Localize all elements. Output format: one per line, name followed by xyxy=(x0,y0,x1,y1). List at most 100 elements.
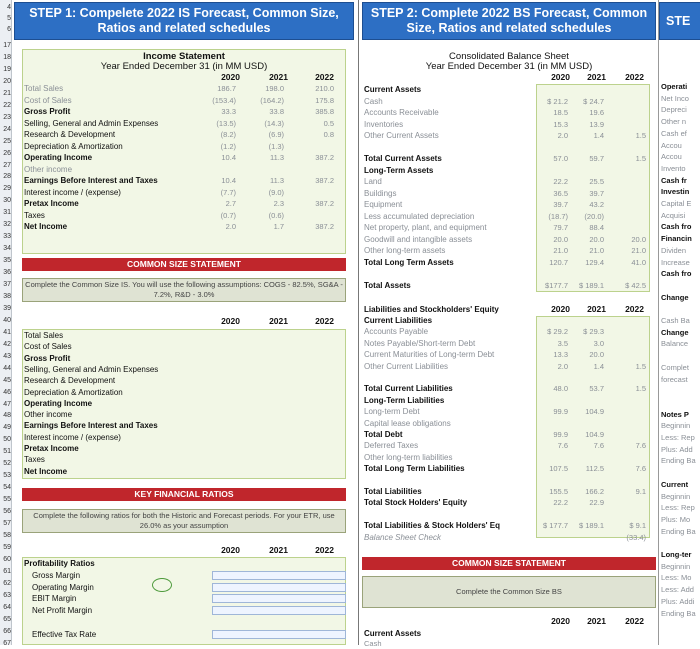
liab-value-2020[interactable]: 22.2 xyxy=(553,498,568,508)
liab-value-2020[interactable]: 99.9 xyxy=(553,407,568,417)
liab-value-2021[interactable]: 7.6 xyxy=(593,441,604,451)
bs-value-2020[interactable]: 21.0 xyxy=(553,246,568,255)
ratio-input-cell[interactable] xyxy=(212,594,346,604)
bs-value-2021[interactable]: 19.6 xyxy=(589,108,604,117)
is-value-2020[interactable]: (153.4) xyxy=(212,95,236,105)
liab-value-2022[interactable]: 1.5 xyxy=(635,384,646,394)
liab-value-2021[interactable]: 112.5 xyxy=(585,464,604,474)
is-value-2022[interactable]: 210.0 xyxy=(315,84,334,93)
is-value-2022[interactable]: 385.8 xyxy=(315,107,334,116)
bs-value-2021[interactable]: 21.0 xyxy=(589,246,604,255)
is-value-2022[interactable]: 387.2 xyxy=(315,153,334,162)
is-value-2020[interactable]: 2.7 xyxy=(225,199,236,208)
liab-value-2020[interactable]: 2.0 xyxy=(557,361,568,371)
is-value-2020[interactable]: 10.4 xyxy=(221,153,236,162)
is-value-2022[interactable]: 387.2 xyxy=(315,176,334,185)
liab-value-2022[interactable]: 1.5 xyxy=(635,361,646,371)
bs-value-2020[interactable]: (18.7) xyxy=(548,211,568,221)
bs-value-2022[interactable]: 21.0 xyxy=(631,246,646,255)
bs-value-2021[interactable]: $ 24.7 xyxy=(583,96,604,106)
liab-value-2021[interactable]: 3.0 xyxy=(593,338,604,348)
is-value-2021[interactable]: (14.3) xyxy=(264,118,284,128)
ratio-input-cell[interactable] xyxy=(212,629,346,639)
liab-value-2020[interactable]: 107.5 xyxy=(549,464,568,474)
is-value-2020[interactable]: (8.2) xyxy=(220,130,236,139)
is-value-2021[interactable]: (9.0) xyxy=(268,187,284,197)
is-value-2021[interactable]: 2.3 xyxy=(273,199,284,208)
bs-value-2020[interactable]: 120.7 xyxy=(549,257,568,267)
liab-value-2020[interactable]: $ 29.2 xyxy=(547,327,568,337)
bs-value-2022[interactable]: 41.0 xyxy=(631,257,646,267)
liab-value-2020[interactable]: 7.6 xyxy=(557,441,568,451)
liab-value-2021[interactable]: 20.0 xyxy=(589,350,604,360)
is-value-2021[interactable]: 33.8 xyxy=(269,107,284,116)
bs-value-2020[interactable]: 36.5 xyxy=(553,188,568,198)
bs-value-2021[interactable]: 20.0 xyxy=(589,234,604,244)
liab-value-2020[interactable]: 48.0 xyxy=(553,384,568,394)
is-value-2020[interactable]: (13.5) xyxy=(216,118,236,128)
bs-value-2021[interactable]: 88.4 xyxy=(589,223,604,232)
is-value-2021[interactable]: (6.9) xyxy=(268,130,284,139)
liab-value-2020[interactable]: 99.9 xyxy=(553,430,568,439)
liab-value-2020[interactable]: 3.5 xyxy=(557,338,568,348)
bs-value-2021[interactable]: 13.9 xyxy=(589,119,604,129)
is-value-2021[interactable]: 11.3 xyxy=(269,153,284,162)
bs-value-2020[interactable]: 22.2 xyxy=(553,177,568,186)
bs-value-2020[interactable]: 20.0 xyxy=(553,234,568,244)
bs-value-2022[interactable]: 1.5 xyxy=(635,154,646,163)
is-value-2022[interactable]: 175.8 xyxy=(315,95,334,105)
is-value-2021[interactable]: 11.3 xyxy=(269,176,284,185)
liab-value-2020[interactable]: 155.5 xyxy=(549,487,568,496)
ratio-input-cell[interactable] xyxy=(212,570,346,580)
bs-value-2021[interactable]: 39.7 xyxy=(589,188,604,198)
liab-value-2021[interactable]: $ 29.3 xyxy=(583,327,604,337)
bs-value-2021[interactable]: $ 189.1 xyxy=(578,280,604,290)
is-value-2022[interactable]: 387.2 xyxy=(315,199,334,208)
bs-value-2020[interactable]: 18.5 xyxy=(553,108,568,117)
liab-value-2020[interactable]: $ 177.7 xyxy=(542,521,568,531)
liab-value-2021[interactable]: 1.4 xyxy=(593,361,604,371)
bs-value-2020[interactable]: 79.7 xyxy=(553,223,568,232)
ratio-input-cell[interactable] xyxy=(212,606,346,616)
is-value-2021[interactable]: 198.0 xyxy=(265,84,284,93)
liab-value-2021[interactable]: 166.2 xyxy=(585,487,604,496)
bs-value-2020[interactable]: 39.7 xyxy=(553,200,568,209)
bs-value-2020[interactable]: $ 21.2 xyxy=(547,96,568,106)
is-value-2022[interactable]: 0.8 xyxy=(323,130,334,139)
liab-value-2021[interactable]: 104.9 xyxy=(585,430,604,439)
liab-value-2021[interactable]: 22.9 xyxy=(589,498,604,508)
is-value-2020[interactable]: 186.7 xyxy=(217,84,236,93)
is-value-2020[interactable]: (1.2) xyxy=(220,141,236,151)
is-value-2022[interactable]: 0.5 xyxy=(323,118,334,128)
bs-value-2022[interactable]: $ 42.5 xyxy=(625,280,646,290)
liab-value-2022[interactable]: $ 9.1 xyxy=(629,521,646,531)
is-value-2020[interactable]: 33.3 xyxy=(221,107,236,116)
bs-value-2021[interactable]: 59.7 xyxy=(589,154,604,163)
bs-value-2021[interactable]: 25.5 xyxy=(589,177,604,186)
is-value-2020[interactable]: 10.4 xyxy=(221,176,236,185)
bs-value-2021[interactable]: 129.4 xyxy=(585,257,604,267)
liab-value-2020[interactable]: 13.3 xyxy=(553,350,568,360)
liab-value-2021[interactable]: 53.7 xyxy=(589,384,604,394)
bs-value-2022[interactable]: 20.0 xyxy=(631,234,646,244)
liab-value-2022[interactable]: 7.6 xyxy=(635,441,646,451)
bs-value-2020[interactable]: 15.3 xyxy=(553,119,568,129)
bs-value-2020[interactable]: 2.0 xyxy=(557,131,568,140)
is-value-2022[interactable]: 387.2 xyxy=(315,222,334,231)
liab-value-2022[interactable]: (33.4) xyxy=(626,532,646,542)
is-value-2021[interactable]: (1.3) xyxy=(268,141,284,151)
bs-value-2021[interactable]: 43.2 xyxy=(589,200,604,209)
is-value-2020[interactable]: 2.0 xyxy=(225,222,236,231)
is-value-2021[interactable]: 1.7 xyxy=(273,222,284,231)
bs-value-2022[interactable]: 1.5 xyxy=(635,131,646,140)
is-value-2021[interactable]: (164.2) xyxy=(260,95,284,105)
bs-value-2021[interactable]: (20.0) xyxy=(584,211,604,221)
liab-value-2022[interactable]: 9.1 xyxy=(635,487,646,496)
is-value-2020[interactable]: (7.7) xyxy=(220,187,236,197)
bs-value-2020[interactable]: 57.0 xyxy=(553,154,568,163)
liab-value-2022[interactable]: 7.6 xyxy=(635,464,646,474)
bs-value-2020[interactable]: $177.7 xyxy=(545,280,568,290)
bs-value-2021[interactable]: 1.4 xyxy=(593,131,604,140)
ratio-input-cell[interactable] xyxy=(212,582,346,592)
is-value-2020[interactable]: (0.7) xyxy=(220,210,236,220)
